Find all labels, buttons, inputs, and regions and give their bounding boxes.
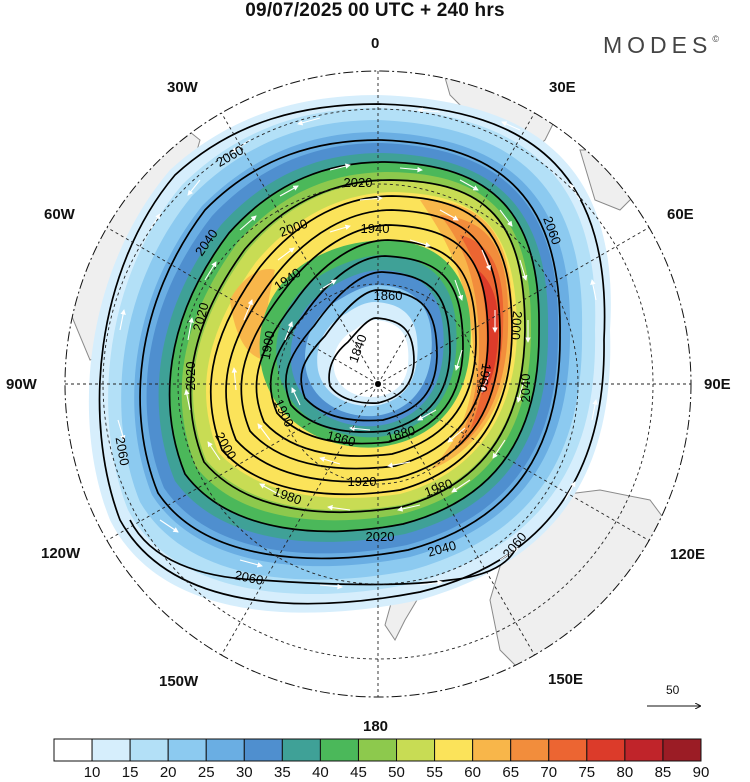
contour-2040 <box>139 139 561 560</box>
colorbar-swatch <box>281 738 321 762</box>
colorbar-tick-label: 20 <box>159 764 177 781</box>
shade-75 <box>460 235 504 430</box>
brand-logo: MODES© <box>603 32 719 59</box>
contour-label-2060d: 2060 <box>233 567 264 588</box>
lon-label-90w: 90W <box>6 376 37 393</box>
colorbar-tick-label: 30 <box>235 764 253 781</box>
contour-label-2000b: 2000 <box>508 310 525 340</box>
colorbar-swatch <box>396 738 436 762</box>
colorbar-swatch <box>319 738 359 762</box>
contour-2000 <box>189 179 526 513</box>
colorbar-tick-label: 70 <box>540 764 558 781</box>
colorbar-tick-label: 60 <box>464 764 481 781</box>
lon-label-120w: 120W <box>41 545 81 562</box>
contour-label-2020b: 2020 <box>190 301 212 333</box>
contour-2060 <box>98 103 606 605</box>
lon-label-150w: 150W <box>159 673 199 690</box>
reference-vector-label: 50 <box>666 683 680 697</box>
colorbar-tick-label: 85 <box>654 764 672 781</box>
contour-label-1960: 1960 <box>475 362 495 393</box>
colorbar-tick-label: 10 <box>83 764 101 781</box>
map-boundary <box>64 70 692 698</box>
colorbar-swatch <box>434 738 474 762</box>
contour-1980 <box>209 195 513 496</box>
contour-label-2040c: 2040 <box>426 538 458 560</box>
contour-label-2020d: 2020 <box>366 529 395 544</box>
contour-label-1940: 1940 <box>361 221 390 236</box>
contour-label-2020: 2020 <box>344 175 373 190</box>
colorbar-swatch <box>662 738 702 762</box>
contour-1960 <box>225 209 501 483</box>
lon-label-90e: 90E <box>704 376 731 393</box>
contour-label-1920: 1920 <box>348 474 377 489</box>
lon-label-60w: 60W <box>44 206 75 223</box>
contour-label-2060c: 2060 <box>113 436 133 467</box>
contour-labels: 1840 1860 1860 1880 1900 1900 1920 1940 … <box>113 142 565 588</box>
colorbar-swatch <box>53 738 93 762</box>
colorbar-tick-label: 25 <box>197 764 215 781</box>
colorbar-swatch <box>357 738 398 762</box>
lon-label-120e: 120E <box>670 546 706 563</box>
colorbar-tick-label: 80 <box>616 764 634 781</box>
contour-1940 <box>240 224 489 470</box>
contour-1840 <box>328 317 415 404</box>
colorbar-swatch <box>548 738 588 762</box>
colorbar-swatch <box>472 738 512 762</box>
contour-2060-outer <box>129 519 516 586</box>
lon-label-150e: 150E <box>548 671 584 688</box>
colorbar-tick-label: 50 <box>388 764 405 781</box>
contour-label-1900b: 1900 <box>258 330 278 361</box>
colorbar-swatch <box>243 738 283 762</box>
colorbar-swatch <box>624 738 664 762</box>
colorbar-swatch <box>91 738 131 762</box>
contour-1860 <box>300 289 438 422</box>
colorbar-swatch <box>129 738 169 762</box>
colorbar-tick-label: 55 <box>426 764 443 781</box>
copyright-mark: © <box>712 34 719 44</box>
colorbar-tick-label: 15 <box>121 764 139 781</box>
contour-label-1860: 1860 <box>374 288 403 303</box>
colorbar-tick-label: 75 <box>578 764 596 781</box>
colorbar-tick-label: 90 <box>692 764 710 781</box>
lon-label-30e: 30E <box>549 79 576 96</box>
inner-white <box>333 320 409 398</box>
wind-shading <box>88 95 611 613</box>
colorbar-swatch <box>586 738 626 762</box>
colorbar-swatch <box>205 738 245 762</box>
map-title: 09/07/2025 00 UTC + 240 hrs <box>245 0 505 21</box>
lon-label-30w: 30W <box>167 79 198 96</box>
contour-label-2020c: 2020 <box>183 362 198 391</box>
contour-label-1880: 1880 <box>385 423 417 445</box>
shade-80 <box>478 270 499 395</box>
lon-label-0: 0 <box>371 35 380 52</box>
pole-marker <box>375 381 381 387</box>
lon-label-60e: 60E <box>667 206 694 223</box>
colorbar-tick-label: 45 <box>350 764 367 781</box>
colorbar-swatch <box>167 738 207 762</box>
contour-label-2040b: 2040 <box>518 374 533 403</box>
contour-label-1860b: 1860 <box>325 428 357 450</box>
colorbar-swatch <box>510 738 550 762</box>
contour-1900 <box>269 255 464 445</box>
lon-label-180: 180 <box>363 718 389 735</box>
contour-1880 <box>285 271 451 433</box>
brand-text: MODES <box>603 32 713 58</box>
contour-1920 <box>255 239 477 457</box>
colorbar-tick-label: 40 <box>312 764 329 781</box>
colorbar-tick-label: 65 <box>502 764 520 781</box>
colorbar-tick-label: 35 <box>274 764 291 781</box>
height-contours <box>98 103 606 605</box>
polar-map: 1840 1860 1860 1880 1900 1900 1920 1940 … <box>64 70 750 735</box>
contour-2020 <box>168 161 540 533</box>
